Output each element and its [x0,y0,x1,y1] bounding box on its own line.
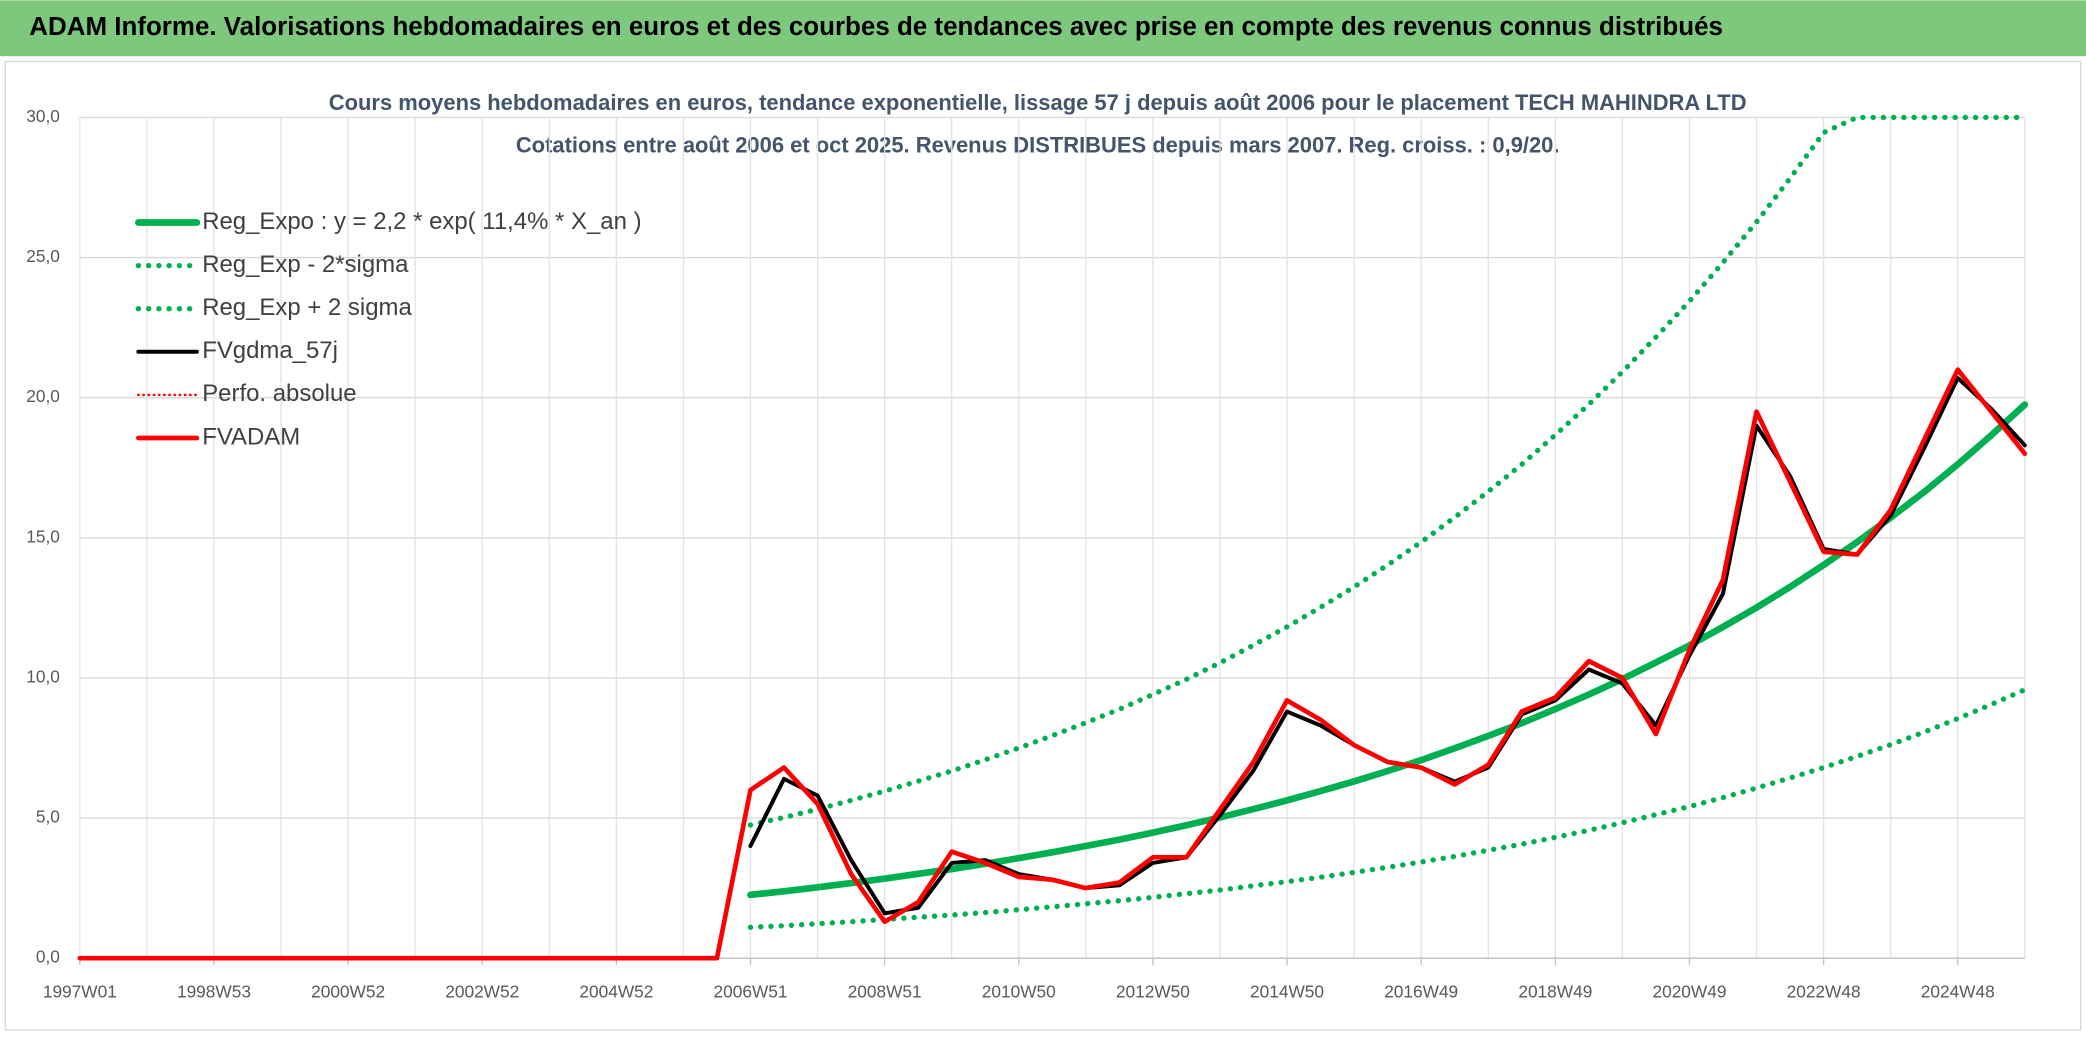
x-tick-label: 1997W01 [43,981,117,1001]
y-tick-label: 15,0 [26,526,60,546]
x-tick-label: 2020W49 [1652,981,1726,1001]
x-tick-label: 2016W49 [1384,981,1458,1001]
x-tick-label: 2024W48 [1921,981,1995,1001]
chart-area [4,60,2082,1031]
chart-title: Cours moyens hebdomadaires en euros, ten… [329,90,1747,115]
series-line [747,401,2029,899]
x-tick-label: 2012W50 [1116,981,1190,1001]
series-line [747,687,2028,930]
legend-label: Perfo. absolue [202,380,356,407]
legend-label: Reg_Exp + 2 sigma [202,294,412,321]
x-tick-label: 1998W53 [177,981,251,1001]
header-bar [0,0,2086,57]
x-tick-label: 2002W52 [445,981,519,1001]
y-tick-label: 25,0 [26,246,60,266]
y-tick-label: 30,0 [26,106,60,126]
y-tick-label: 20,0 [26,386,60,406]
chart-subtitle: Cotations entre août 2006 et oct 2025. R… [516,132,1560,157]
legend-label: Reg_Expo : y = 2,2 * exp( 11,4% * X_an ) [202,208,641,235]
series-line [77,367,2028,961]
grid: 0,0 5,0 10,0 15,0 20,0 25,0 30,0 1997W01 1998W53… [26,106,2026,1001]
legend-label: FVgdma_57j [202,337,338,364]
legend-label: FVADAM [202,423,300,450]
plot [77,114,2029,961]
y-tick-label: 5,0 [36,807,60,827]
y-tick-label: 10,0 [26,666,60,686]
series-line [747,114,2028,828]
x-tick-label: 2000W52 [311,981,385,1001]
x-tick-label: 2004W52 [579,981,653,1001]
x-tick-label: 2010W50 [982,981,1056,1001]
x-tick-label: 2014W50 [1250,981,1324,1001]
legend-label: Reg_Exp - 2*sigma [202,251,409,278]
x-tick-label: 2018W49 [1518,981,1592,1001]
x-tick-label: 2008W51 [848,981,922,1001]
y-tick-label: 0,0 [36,947,60,967]
x-tick-label: 2006W51 [714,981,788,1001]
legend: Reg_Expo : y = 2,2 * exp( 11,4% * X_an )… [135,208,642,450]
header-title: ADAM Informe. Valorisations hebdomadaire… [29,13,1723,41]
x-tick-label: 2022W48 [1787,981,1861,1001]
